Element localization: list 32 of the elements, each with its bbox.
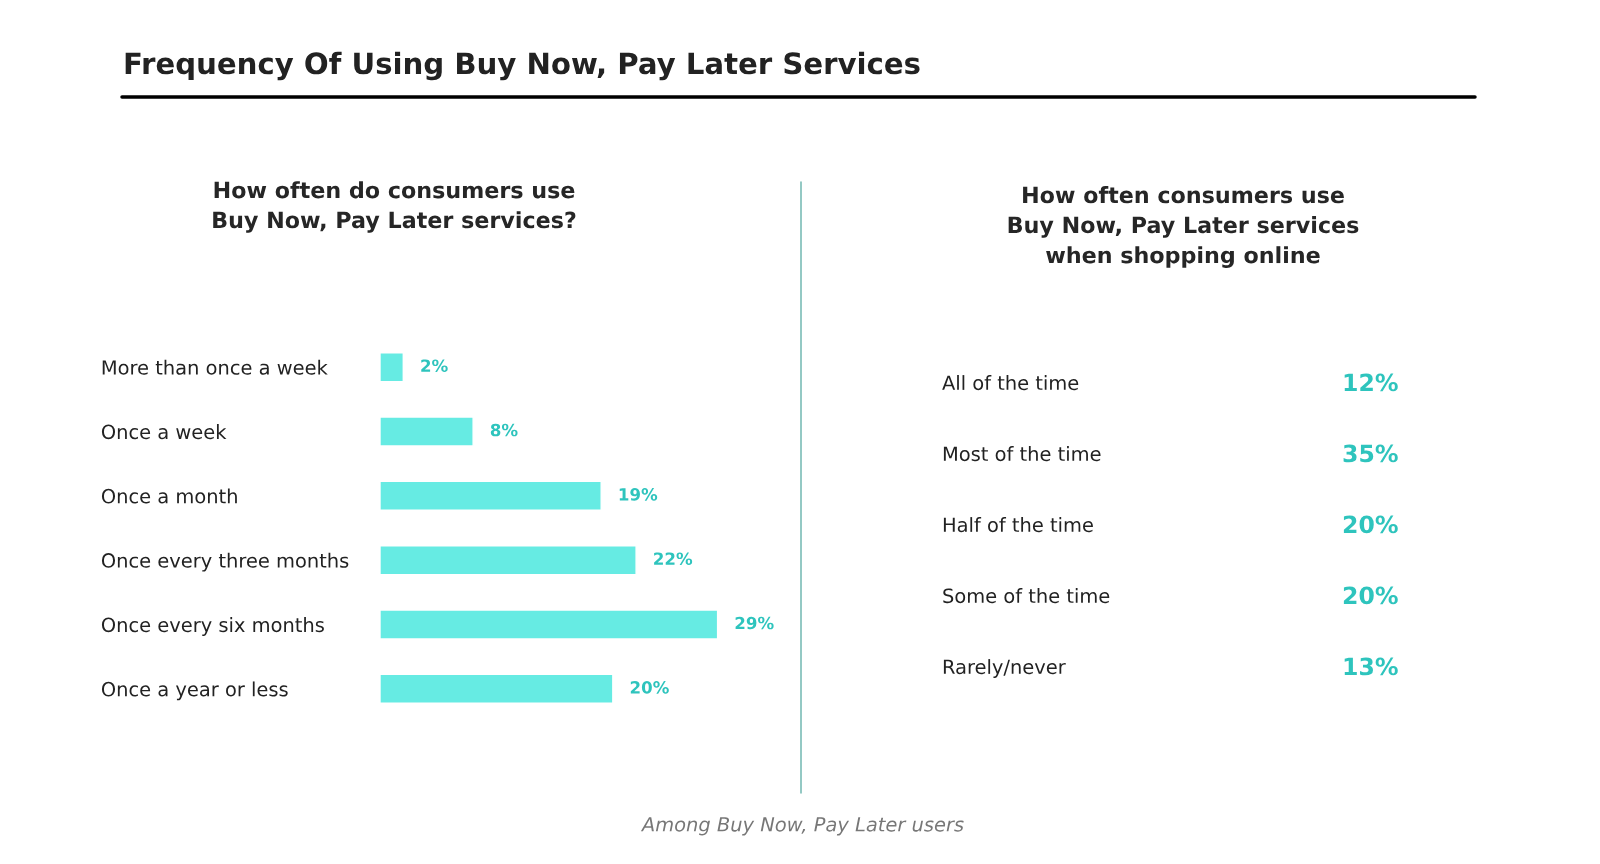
bar [380,609,719,640]
y-tick-label: Once every three months [101,552,349,572]
bar [380,544,637,576]
bar [380,480,602,512]
data-label: 20% [630,681,669,694]
y-tick-label: Once every six months [101,617,324,636]
y-tick-label: Once a year or less [101,681,288,701]
category-label: All of the time [942,375,1079,391]
category-label: Most of the time [943,446,1101,462]
chart-subtitle: How often do consumers use Buy Now, Pay Later services? [213,181,576,233]
text: 13% [1344,657,1398,676]
bar [380,673,614,705]
bar [380,351,404,383]
category-label: Some of the time [943,588,1110,604]
data-label: 19% [619,488,658,501]
text: 20% [1343,515,1398,534]
data-label: 8% [490,423,518,437]
y-tick-label: Once a week [101,424,227,440]
text: 35% [1343,444,1398,463]
text: 20% [1343,586,1398,605]
chart-title: Frequency Of Using Buy Now, Pay Later Services [125,51,920,81]
category-label: Rarely/never [943,659,1066,678]
text: 12% [1344,373,1398,392]
y-tick-label: Once a month [101,488,237,504]
bar [380,416,474,447]
text: How often consumers use Buy Now, Pay Later services when shopping online [1008,186,1359,268]
category-label: Half of the time [943,517,1093,533]
text: Among Buy Now, Pay Later users [640,817,964,836]
data-label: 22% [654,552,693,565]
data-label: 29% [735,616,774,630]
data-label: 2% [421,359,448,372]
y-tick-label: More than once a week [102,359,328,375]
